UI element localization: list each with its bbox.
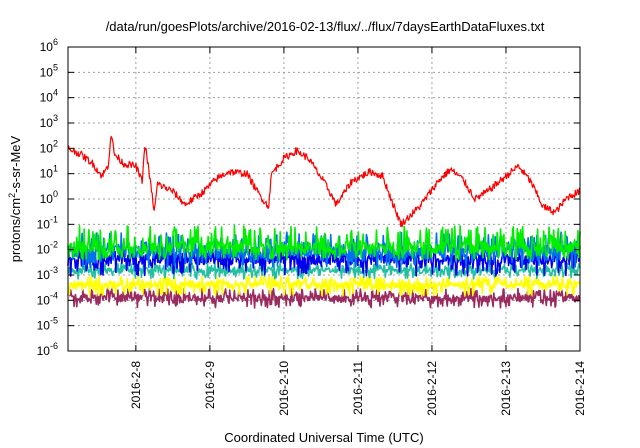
x-axis-title: Coordinated Universal Time (UTC): [224, 430, 423, 445]
y-axis-title-sup: 2: [7, 193, 17, 198]
y-axis-title-suffix: -s-sr-MeV: [8, 135, 23, 192]
series-line-red: [67, 135, 581, 228]
series-layer: [67, 135, 581, 309]
y-tick-label: 10-2: [37, 240, 58, 257]
x-tick-label: 2016-2-8: [129, 361, 143, 409]
y-tick-label: 106: [40, 37, 58, 54]
y-axis-title-prefix: protons/cm: [8, 198, 23, 262]
x-tick-label: 2016-2-10: [277, 361, 291, 416]
y-tick-label: 102: [40, 138, 58, 155]
y-tick-label: 104: [40, 88, 58, 105]
y-tick-label: 105: [40, 62, 58, 79]
y-tick-label: 10-6: [37, 341, 58, 358]
y-tick-label: 10-1: [37, 214, 58, 231]
y-tick-label: 101: [40, 164, 58, 181]
y-tick-label: 10-4: [37, 290, 58, 307]
grid-layer: [68, 47, 580, 351]
x-tick-label: 2016-2-14: [573, 361, 587, 416]
series-band-20c0a0: [67, 262, 581, 280]
x-tick-label: 2016-2-12: [425, 361, 439, 416]
y-axis-title: protons/cm2-s-sr-MeV: [7, 135, 23, 262]
x-tick-label: 2016-2-9: [203, 361, 217, 409]
y-tick-label: 10-3: [37, 265, 58, 282]
series-band-00ee00: [67, 224, 581, 261]
x-tick-label: 2016-2-11: [351, 361, 365, 415]
x-tick-label: 2016-2-13: [499, 361, 513, 416]
x-axis: 2016-2-8 2016-2-9 2016-2-10 2016-2-11 2016-2…: [129, 47, 587, 416]
chart-title: /data/run/goesPlots/archive/2016-02-13/f…: [106, 19, 545, 34]
series-band-9b2a5e: [67, 287, 581, 309]
y-axis: 10-6 10-5 10-4 10-3 10-2 10-1 100 101 102 103 104 1…: [37, 37, 580, 358]
series-band-ffff00: [67, 275, 581, 297]
y-tick-label: 100: [40, 189, 58, 206]
y-tick-label: 10-5: [37, 316, 58, 333]
y-tick-label: 103: [40, 113, 58, 130]
